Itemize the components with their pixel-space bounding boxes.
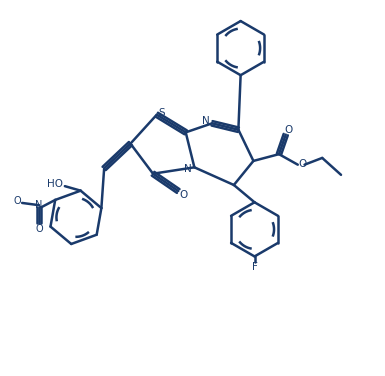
Text: F: F xyxy=(252,262,258,272)
Text: S: S xyxy=(158,108,165,118)
Text: O: O xyxy=(298,159,306,169)
Text: N: N xyxy=(184,164,191,174)
Text: O: O xyxy=(179,190,187,200)
Text: N: N xyxy=(202,117,209,126)
Text: O: O xyxy=(35,224,43,234)
Text: O: O xyxy=(284,125,292,135)
Text: N: N xyxy=(35,200,43,210)
Text: O: O xyxy=(13,196,21,206)
Text: HO: HO xyxy=(47,179,63,189)
